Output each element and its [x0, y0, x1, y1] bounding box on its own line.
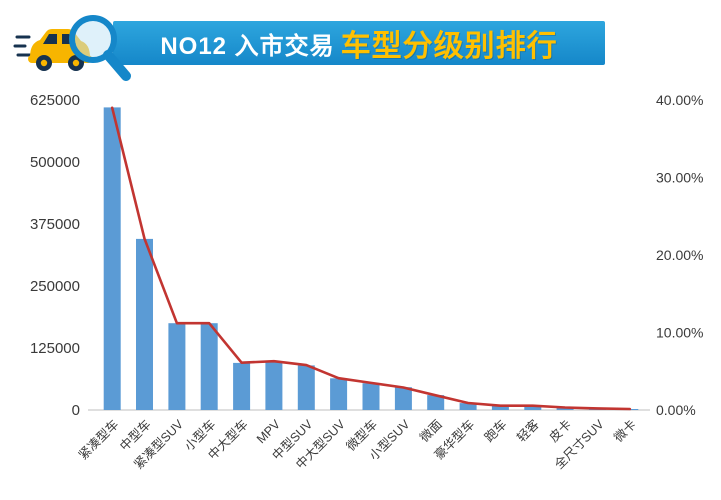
x-category-label: 微卡	[611, 417, 639, 445]
speed-lines-icon	[13, 35, 32, 57]
bar-中大型车	[233, 362, 251, 410]
bar-MPV	[265, 361, 283, 410]
y-axis-left-tick: 625000	[30, 92, 80, 109]
y-axis-right-tick: 10.00%	[656, 325, 703, 341]
x-category-label: 紧凑型车	[75, 417, 121, 463]
bar-紧凑型SUV	[168, 323, 186, 410]
x-category-label: 微面	[417, 417, 445, 445]
bar-紧凑型车	[103, 107, 121, 411]
bar-中大型SUV	[330, 378, 348, 410]
y-axis-left-tick: 375000	[30, 216, 80, 233]
chart-header: NO12 入市交易 车型分级别排行	[0, 0, 721, 85]
y-axis-right-tick: 0.00%	[656, 402, 696, 418]
bar-跑车	[491, 405, 509, 410]
magnifier-lens-icon	[69, 15, 117, 63]
y-axis-right-tick: 30.00%	[656, 170, 703, 186]
title-highlight: 车型分级别排行	[340, 30, 558, 63]
bar-小型SUV	[394, 387, 412, 410]
x-category-label: 跑车	[481, 417, 509, 445]
bar-豪华型车	[459, 403, 477, 410]
bar-微面	[427, 395, 445, 410]
car-window-icon	[43, 34, 57, 44]
bar-微型车	[362, 383, 380, 410]
title-prefix: NO12 入市交易	[160, 32, 335, 60]
car-wheel-hub-icon	[72, 59, 80, 67]
car-magnifier-icon	[13, 15, 131, 81]
bar-小型车	[200, 323, 218, 410]
magnifier-handle-icon	[103, 50, 131, 81]
bar-中型SUV	[297, 365, 315, 410]
x-category-label: 皮卡	[547, 417, 575, 445]
percent-line-series	[110, 106, 632, 411]
bar-中型车	[136, 238, 153, 410]
y-axis-left-tick: 0	[72, 402, 80, 419]
y-axis-right-tick: 40.00%	[656, 92, 703, 108]
y-axis-right-tick: 20.00%	[656, 247, 703, 263]
x-category-label: 轻客	[514, 416, 543, 445]
combo-bar-line-chart: 0 125000 250000 375000 500000 625000 0.00% 10.0…	[30, 92, 704, 472]
car-wheel-hub-icon	[40, 59, 48, 67]
bar-轻客	[524, 405, 542, 410]
y-axis-left-tick: 125000	[30, 340, 80, 357]
y-axis-left-tick: 500000	[30, 154, 80, 171]
title-banner: NO12 入市交易 车型分级别排行	[113, 21, 605, 65]
x-category-label: MPV	[254, 417, 284, 447]
y-axis-left-tick: 250000	[30, 278, 80, 295]
